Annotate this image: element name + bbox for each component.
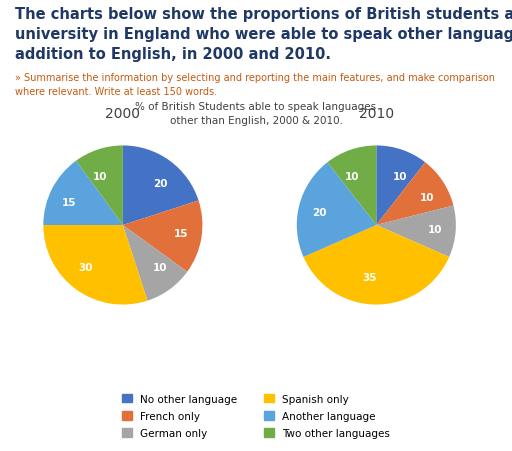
Wedge shape: [123, 201, 202, 272]
Text: addition to English, in 2000 and 2010.: addition to English, in 2000 and 2010.: [15, 47, 331, 62]
Text: 20: 20: [153, 179, 168, 189]
Text: 10: 10: [345, 172, 359, 182]
Wedge shape: [123, 226, 187, 301]
Title: 2000: 2000: [105, 107, 140, 121]
Text: 35: 35: [362, 272, 376, 282]
Text: 15: 15: [174, 229, 188, 239]
Text: » Summarise the information by selecting and reporting the main features, and ma: » Summarise the information by selecting…: [15, 73, 496, 83]
Title: 2010: 2010: [359, 107, 394, 121]
Text: 10: 10: [153, 262, 168, 272]
Wedge shape: [304, 226, 449, 305]
Text: 15: 15: [62, 197, 77, 207]
Wedge shape: [44, 161, 123, 226]
Wedge shape: [297, 163, 376, 258]
Wedge shape: [123, 146, 199, 226]
Wedge shape: [44, 226, 147, 305]
Text: % of British Students able to speak languages
other than English, 2000 & 2010.: % of British Students able to speak lang…: [136, 101, 376, 126]
Wedge shape: [376, 146, 425, 226]
Text: 10: 10: [92, 171, 107, 181]
Wedge shape: [328, 146, 376, 226]
Text: The charts below show the proportions of British students at one: The charts below show the proportions of…: [15, 7, 512, 22]
Text: where relevant. Write at least 150 words.: where relevant. Write at least 150 words…: [15, 87, 218, 97]
Legend: No other language, French only, German only, Spanish only, Another language, Two: No other language, French only, German o…: [117, 389, 395, 443]
Wedge shape: [76, 146, 123, 226]
Text: 10: 10: [428, 225, 442, 235]
Wedge shape: [376, 206, 456, 258]
Text: university in England who were able to speak other languages in: university in England who were able to s…: [15, 27, 512, 42]
Text: 10: 10: [393, 172, 408, 182]
Text: 30: 30: [78, 262, 93, 272]
Wedge shape: [376, 163, 454, 226]
Text: 10: 10: [420, 192, 434, 202]
Text: 20: 20: [312, 208, 326, 218]
